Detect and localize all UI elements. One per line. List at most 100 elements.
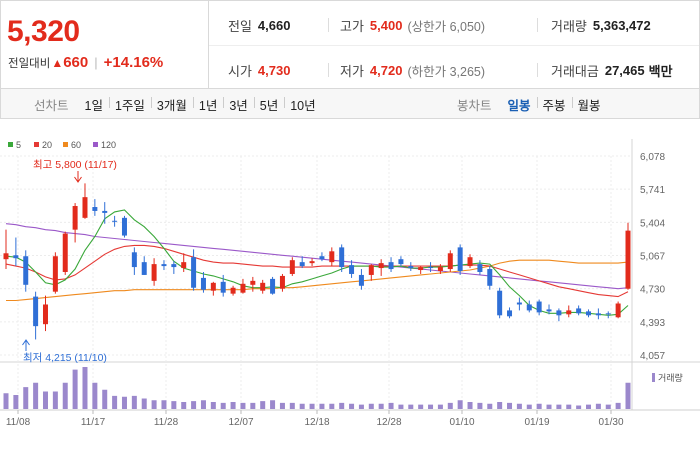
candle-body xyxy=(270,278,276,294)
candle-body xyxy=(72,206,78,230)
volume-bar xyxy=(23,387,29,409)
volume-bar xyxy=(131,395,137,409)
period-5y[interactable]: 5년 xyxy=(253,95,284,114)
candle-body xyxy=(141,262,147,275)
candle-body xyxy=(418,267,424,271)
volume-bar xyxy=(121,396,127,409)
low-value: 4,720 xyxy=(369,63,403,78)
candle-body xyxy=(102,210,108,213)
period-weekly[interactable]: 주봉 xyxy=(536,95,572,114)
x-tick-label: 11/08 xyxy=(6,417,31,428)
candle-body xyxy=(121,217,127,236)
high-label: 고가 xyxy=(340,19,364,34)
volume-legend-swatch xyxy=(652,373,655,382)
legend-label: 60 xyxy=(71,140,81,150)
volume-bar xyxy=(210,402,216,409)
volume-bar xyxy=(151,400,157,409)
volume-bar xyxy=(615,402,621,409)
current-price: 5,320 xyxy=(7,15,80,48)
candle-body xyxy=(507,310,513,317)
volume-bar xyxy=(289,402,295,409)
volume-bar xyxy=(250,402,256,409)
volume-bar xyxy=(319,403,325,409)
volume-bar xyxy=(3,393,9,409)
period-1d[interactable]: 1일 xyxy=(84,98,103,113)
legend-label: 20 xyxy=(42,140,52,150)
candle-body xyxy=(319,256,325,260)
volume-bar xyxy=(447,402,453,409)
period-3y[interactable]: 3년 xyxy=(223,95,253,114)
volume-bar xyxy=(467,402,473,409)
period-daily[interactable]: 일봉 xyxy=(507,98,531,113)
volume-bar xyxy=(181,402,187,409)
candle-body xyxy=(23,256,29,285)
candle-chart-caption: 봉차트 xyxy=(457,98,492,113)
candles xyxy=(3,183,631,340)
low-label: 저가 xyxy=(340,64,364,79)
volume-bar xyxy=(112,395,118,409)
open-value: 4,730 xyxy=(257,63,291,78)
volume-bar xyxy=(200,400,206,409)
divider xyxy=(328,63,329,77)
period-10y[interactable]: 10년 xyxy=(284,95,321,114)
candle-body xyxy=(615,303,621,318)
volume-bar xyxy=(171,401,177,409)
period-3m[interactable]: 3개월 xyxy=(150,95,193,114)
volume-bar xyxy=(52,391,58,409)
volume-bar xyxy=(62,382,68,409)
candle-body xyxy=(299,262,305,267)
volume-bar xyxy=(566,404,572,409)
quote-header: 5,320 전일대비 ▲ 660 | +14.16% 전일 4,660 고가 5… xyxy=(0,0,700,89)
volume-bar xyxy=(625,382,631,409)
change-row: 전일대비 ▲ 660 | +14.16% xyxy=(8,54,163,71)
volume-bar xyxy=(586,404,592,409)
prev-close-value: 4,660 xyxy=(257,18,291,33)
volume-value: 5,363,472 xyxy=(592,18,651,33)
lower-limit: (하한가 3,265) xyxy=(407,65,486,79)
period-1w[interactable]: 1주일 xyxy=(108,95,151,114)
candle-body xyxy=(151,264,157,281)
x-tick-label: 12/18 xyxy=(304,417,329,428)
volume-legend-label: 거래량 xyxy=(658,372,683,383)
candle-body xyxy=(388,262,394,270)
price-box: 5,320 전일대비 ▲ 660 | +14.16% xyxy=(1,1,209,89)
candle-body xyxy=(82,197,88,218)
moving-average-lines xyxy=(5,209,629,316)
candle-body xyxy=(546,309,552,312)
candle-body xyxy=(398,259,404,265)
legend-label: 120 xyxy=(101,140,116,150)
ma20-line xyxy=(5,244,629,298)
volume-bar xyxy=(477,402,483,409)
volume-bar xyxy=(546,404,552,409)
period-monthly[interactable]: 월봉 xyxy=(571,95,607,114)
candle-body xyxy=(13,255,19,259)
high-arrow-head xyxy=(74,176,82,183)
volume-bar xyxy=(556,404,562,409)
candle-body xyxy=(112,220,118,222)
candle-body xyxy=(220,281,226,293)
prev-close-label: 전일 xyxy=(228,19,252,34)
candle-body xyxy=(200,277,206,290)
divider xyxy=(537,63,538,77)
candle-body xyxy=(250,280,256,285)
volume-bar xyxy=(33,382,39,409)
candle-body xyxy=(42,304,48,325)
period-1y[interactable]: 1년 xyxy=(192,95,223,114)
volume-bar xyxy=(92,382,98,409)
x-axis: 11/08 11/17 11/28 12/07 12/18 12/28 01/10 01/19… xyxy=(6,410,624,428)
line-chart-caption: 선차트 xyxy=(34,98,69,113)
candle-body xyxy=(586,311,592,316)
candle-body xyxy=(526,304,532,311)
ma5-line xyxy=(5,209,629,316)
y-axis: 6,078 5,741 5,404 5,067 4,730 4,393 4,057 xyxy=(640,152,665,362)
divider xyxy=(209,45,699,46)
volume-bar xyxy=(516,403,522,409)
candle-body xyxy=(33,296,39,327)
candle-body xyxy=(556,310,562,316)
candle-body xyxy=(487,269,493,286)
line-chart-periods: 선차트 1일 1주일 3개월 1년 3년 5년 10년 xyxy=(34,89,322,119)
change-value: 660 xyxy=(63,54,89,71)
legend-label: 5 xyxy=(16,140,21,150)
candle-body xyxy=(408,266,414,269)
price-chart[interactable]: 5 20 60 120 6,078 5,741 5,404 5,067 4,730 4,393 4… xyxy=(0,119,700,450)
